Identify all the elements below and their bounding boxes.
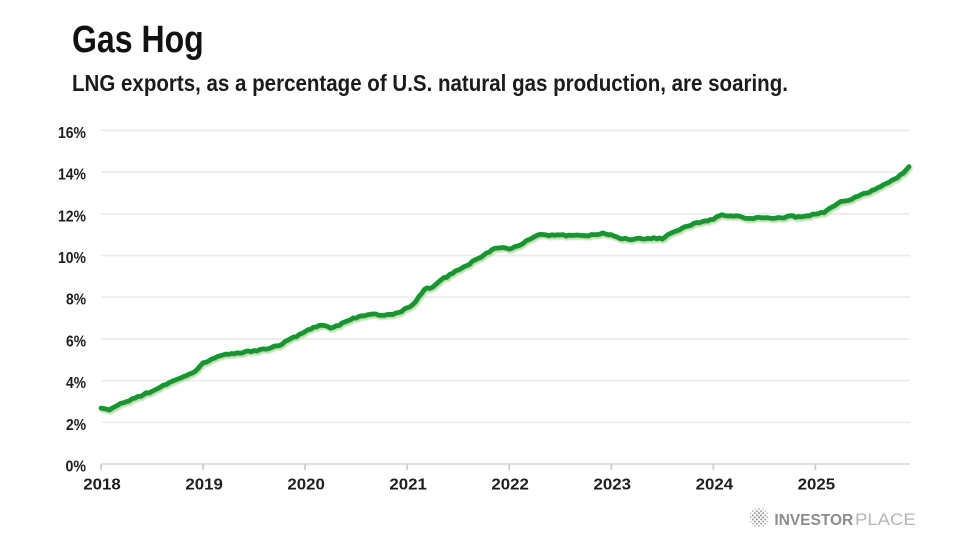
svg-text:12%: 12% bbox=[58, 208, 86, 225]
svg-text:2019: 2019 bbox=[185, 476, 223, 493]
svg-text:2020: 2020 bbox=[287, 476, 325, 493]
svg-text:2%: 2% bbox=[66, 417, 86, 434]
svg-text:4%: 4% bbox=[66, 375, 86, 392]
svg-text:10%: 10% bbox=[58, 250, 86, 267]
svg-text:INVESTOR: INVESTOR bbox=[774, 512, 853, 529]
svg-text:2025: 2025 bbox=[798, 476, 836, 493]
svg-text:2024: 2024 bbox=[696, 476, 734, 493]
svg-text:2018: 2018 bbox=[83, 476, 121, 493]
svg-text:2022: 2022 bbox=[491, 476, 529, 493]
svg-text:PLACE: PLACE bbox=[855, 511, 916, 529]
svg-text:2021: 2021 bbox=[389, 476, 427, 493]
svg-text:14%: 14% bbox=[58, 167, 86, 184]
svg-text:0%: 0% bbox=[66, 459, 87, 476]
svg-text:8%: 8% bbox=[66, 292, 86, 309]
svg-text:2023: 2023 bbox=[594, 476, 632, 493]
svg-text:16%: 16% bbox=[58, 125, 86, 142]
svg-text:6%: 6% bbox=[66, 333, 86, 350]
